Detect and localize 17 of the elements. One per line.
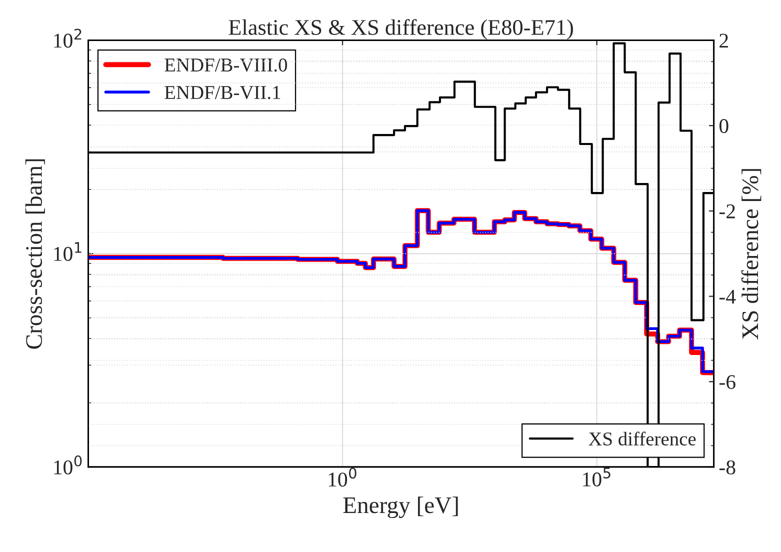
y-tick-label: 10$^{0}$ <box>54 455 82 474</box>
y2-tick-label: -6 <box>719 375 736 390</box>
x-tick-label: 10$^{5}$ <box>583 468 610 486</box>
x-axis-title: Energy [eV] <box>343 496 458 518</box>
legend-label: XS difference <box>588 432 696 446</box>
y-axis-title: Cross-section [barn] <box>25 159 45 349</box>
y2-tick-label: -2 <box>719 204 735 218</box>
y2-axis-title: XS difference [%] <box>741 169 762 340</box>
y-tick-label: 10$^{2}$ <box>54 28 82 48</box>
y2-tick-label: -8 <box>719 460 736 474</box>
legend-label: ENDF/B-VIII.0 <box>164 58 288 72</box>
y2-tick-label: -4 <box>719 290 736 304</box>
chart-title: Elastic XS & XS difference (E80-E71) <box>228 19 573 40</box>
y2-tick-label: 0 <box>719 119 728 134</box>
legend-label: ENDF/B-VII.1 <box>164 86 280 100</box>
y-tick-label: 10$^{1}$ <box>54 242 82 261</box>
y2-tick-label: 2 <box>720 34 728 48</box>
